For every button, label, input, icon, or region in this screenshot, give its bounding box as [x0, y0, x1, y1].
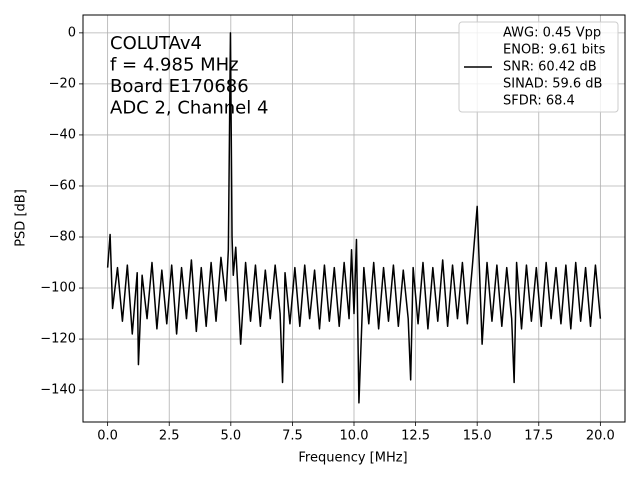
y-tick-label: −40 — [49, 127, 76, 142]
x-tick-label: 0.0 — [97, 429, 118, 444]
x-tick-label: 5.0 — [220, 429, 241, 444]
y-tick-label: −100 — [40, 281, 76, 296]
x-tick-label: 15.0 — [463, 429, 492, 444]
annotation: ADC 2, Channel 4 — [110, 98, 268, 119]
y-tick-label: −20 — [49, 76, 76, 91]
y-axis-label: PSD [dB] — [14, 189, 29, 247]
x-tick-label: 20.0 — [586, 429, 615, 444]
y-tick-label: −60 — [49, 178, 76, 193]
annotation: Board E170686 — [110, 76, 249, 97]
x-tick-label: 17.5 — [524, 429, 553, 444]
y-tick-label: −140 — [40, 383, 76, 398]
legend-text: SFDR: 68.4 — [503, 94, 575, 109]
annotation: COLUTAv4 — [110, 33, 202, 54]
legend-text: SINAD: 59.6 dB — [503, 77, 602, 92]
x-tick-label: 12.5 — [401, 429, 430, 444]
y-tick-label: −80 — [49, 230, 76, 245]
y-tick-label: −120 — [40, 332, 76, 347]
spectrum-line — [106, 32, 602, 404]
plot-frame — [82, 14, 626, 423]
legend-text: SNR: 60.42 dB — [503, 60, 597, 75]
legend-text: ENOB: 9.61 bits — [503, 43, 606, 58]
x-tick-label: 2.5 — [159, 429, 180, 444]
y-tick-label: 0 — [68, 25, 76, 40]
annotation: f = 4.985 MHz — [110, 55, 239, 76]
legend-text: AWG: 0.45 Vpp — [503, 26, 601, 41]
x-tick-label: 7.5 — [282, 429, 303, 444]
x-axis-label: Frequency [MHz] — [298, 451, 407, 466]
legend-box — [458, 21, 619, 113]
x-tick-label: 10.0 — [340, 429, 369, 444]
